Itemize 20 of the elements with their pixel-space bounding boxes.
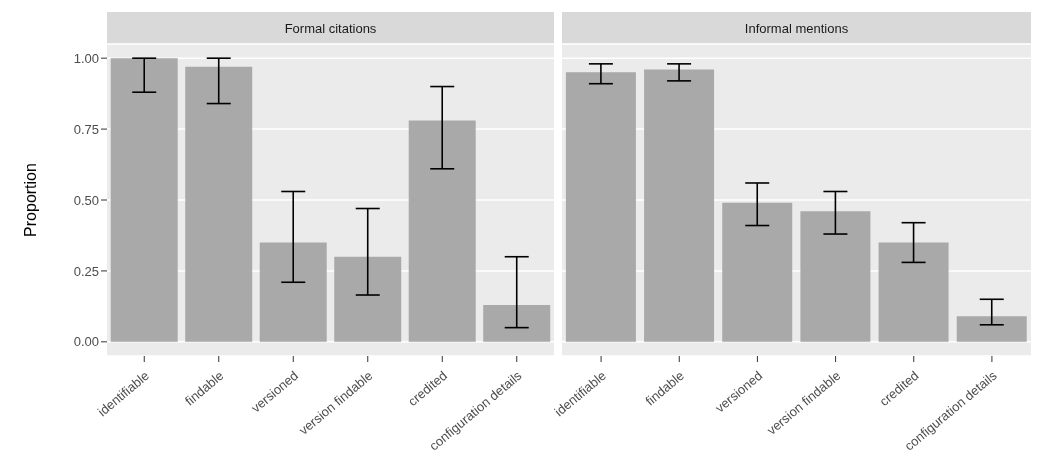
chart-title: Informal mentions bbox=[562, 12, 1031, 44]
bar bbox=[956, 316, 1027, 342]
y-tick-label: 0.25 bbox=[73, 263, 99, 279]
bar bbox=[644, 69, 715, 342]
y-tick-label: 0.00 bbox=[73, 334, 99, 350]
bar bbox=[800, 211, 871, 342]
bar bbox=[185, 66, 253, 342]
bar bbox=[334, 256, 402, 342]
y-tick-label: 1.00 bbox=[73, 50, 99, 66]
y-tick-label: 0.75 bbox=[73, 121, 99, 137]
bar bbox=[408, 120, 476, 342]
bar bbox=[259, 242, 327, 342]
bar bbox=[878, 242, 949, 342]
bar bbox=[483, 304, 551, 342]
chart-title: Formal citations bbox=[107, 12, 554, 44]
bar bbox=[110, 58, 178, 342]
bar bbox=[722, 202, 793, 342]
bar bbox=[565, 72, 636, 342]
y-axis-title: Proportion bbox=[21, 163, 39, 237]
y-tick-label: 0.50 bbox=[73, 192, 99, 208]
